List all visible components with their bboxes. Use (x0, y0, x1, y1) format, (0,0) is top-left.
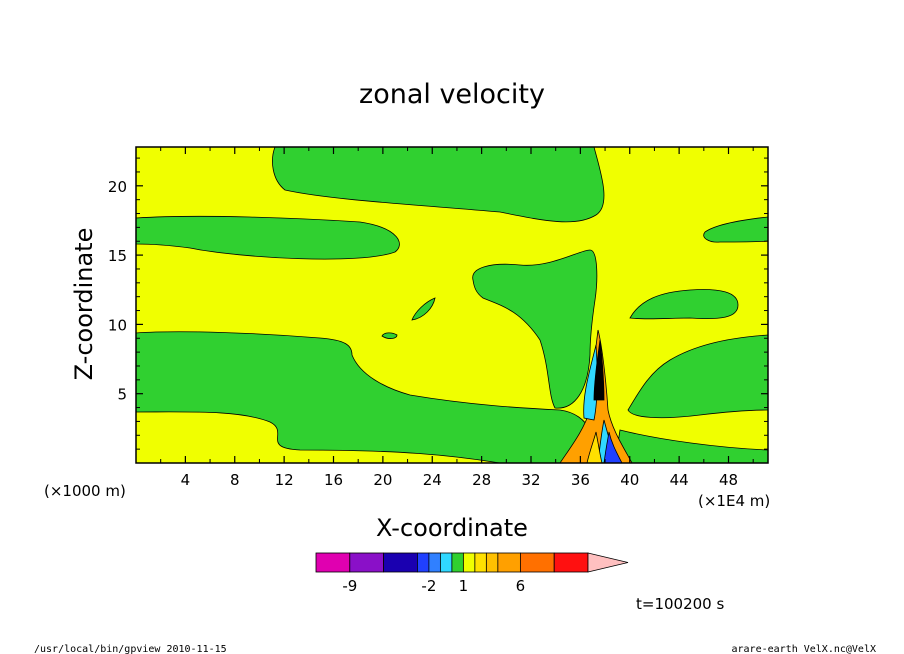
time-label: t=100200 s (636, 595, 724, 613)
colorbar-segment (451, 552, 464, 573)
x-unit-label: (×1E4 m) (698, 492, 770, 510)
colorbar: -9 -2 1 6 (315, 552, 629, 595)
colorbar-tick-label: -2 (421, 577, 436, 595)
contour-jet-yellow-core (586, 431, 603, 463)
y-axis-title: Z-coordinate (70, 228, 98, 381)
contour-jet-dark-core (593, 339, 605, 401)
x-tick-label: 32 (521, 471, 540, 489)
y-tick-label: 20 (108, 178, 127, 196)
contour-region-bottom-right (614, 429, 768, 463)
colorbar-tick-label: 6 (516, 577, 526, 595)
y-tick-label: 5 (117, 386, 127, 404)
colorbar-segment (315, 552, 351, 573)
colorbar-tick-label: 1 (459, 577, 469, 595)
x-tick-label: 8 (230, 471, 240, 489)
colorbar-segment (462, 552, 476, 573)
x-axis-title: X-coordinate (376, 514, 528, 542)
x-tick-label: 16 (324, 471, 343, 489)
contour-region-upper-left (136, 215, 400, 260)
contour-region-middle (472, 249, 598, 409)
x-tick-label: 12 (275, 471, 294, 489)
x-tick-label: 4 (181, 471, 191, 489)
colorbar-segment (428, 552, 441, 573)
chart-title: zonal velocity (359, 79, 545, 110)
colorbar-arrow (587, 552, 629, 573)
contour-region-right-middle (629, 289, 739, 320)
footer-right: arare-earth_VelX.nc@VelX (732, 644, 877, 654)
colorbar-segment (485, 552, 499, 573)
colorbar-segment (474, 552, 487, 573)
x-axis: 4 8 12 16 20 24 28 32 36 40 44 48 (160, 147, 754, 489)
contour-small-island-2 (411, 297, 436, 321)
x-tick-label: 44 (670, 471, 689, 489)
x-tick-label: 36 (571, 471, 590, 489)
contour-region-upper-right (703, 216, 768, 243)
footer-left: /usr/local/bin/gpview 2010-11-15 (34, 644, 227, 654)
contour-jet-blue-bottom (603, 431, 623, 463)
plot-area (135, 146, 769, 464)
colorbar-segment (383, 552, 418, 573)
contour-region-top (272, 147, 605, 223)
contour-small-island-1 (381, 332, 398, 339)
y-axis: 5 10 15 20 (108, 157, 768, 450)
y-tick-label: 15 (108, 247, 127, 265)
plot-frame (135, 146, 769, 464)
colorbar-tick-label: -9 (342, 577, 357, 595)
colorbar-segment (417, 552, 430, 573)
y-unit-label: (×1000 m) (44, 482, 126, 500)
colorbar-segment (349, 552, 385, 573)
colorbar-segment (553, 552, 589, 573)
contour-jet-cyan-left (583, 344, 598, 421)
colorbar-segment (439, 552, 453, 573)
contour-region-lower-left (136, 331, 593, 463)
x-tick-label: 20 (373, 471, 392, 489)
x-tick-label: 48 (719, 471, 738, 489)
x-tick-label: 28 (472, 471, 491, 489)
x-tick-label: 40 (620, 471, 639, 489)
x-tick-label: 24 (423, 471, 442, 489)
colorbar-segment (519, 552, 555, 573)
colorbar-segment (497, 552, 521, 573)
y-tick-label: 10 (108, 316, 127, 334)
contour-region-lower-right (627, 334, 768, 419)
